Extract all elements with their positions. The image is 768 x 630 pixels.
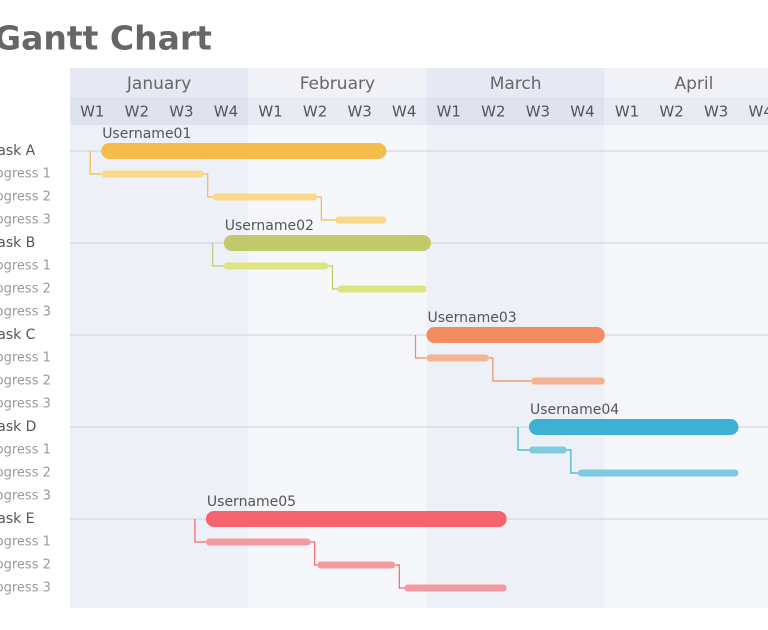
task-bar [528, 419, 739, 435]
owner-label: Username04 [530, 402, 619, 418]
task-label: Task A [0, 143, 36, 159]
week-label: W4 [392, 103, 416, 121]
week-label: W4 [749, 103, 768, 121]
task-bar [426, 327, 605, 343]
week-label: W1 [258, 103, 282, 121]
progress-bar [337, 285, 427, 293]
progress-bar [212, 193, 318, 201]
owner-label: Username05 [207, 494, 296, 510]
connector [414, 335, 427, 359]
week-label: W1 [437, 103, 461, 121]
week-label: W4 [570, 103, 594, 121]
week-label: W2 [125, 103, 149, 121]
progress-label: Progress 2 [0, 374, 51, 389]
connector [566, 449, 579, 474]
progress-bar [528, 446, 567, 454]
month-column [70, 125, 249, 608]
connector [203, 173, 213, 198]
progress-bar [317, 561, 396, 569]
owner-label: Username01 [102, 126, 191, 142]
month-column [248, 125, 427, 608]
progress-label: Progress 2 [0, 466, 51, 481]
progress-label: Progress 3 [0, 305, 51, 320]
task-label: Task B [0, 235, 35, 251]
connector [488, 357, 532, 382]
progress-bar [426, 354, 489, 362]
month-label: March [490, 74, 542, 94]
connector [89, 151, 102, 175]
month-header [604, 68, 768, 97]
connector [212, 243, 224, 267]
month-header [248, 68, 427, 97]
progress-label: Progress 2 [0, 190, 51, 205]
week-label: W3 [169, 103, 193, 121]
week-header [248, 97, 427, 125]
task-label: Task D [0, 419, 36, 435]
month-column [426, 125, 605, 608]
progress-bar [404, 584, 507, 592]
week-label: W1 [615, 103, 639, 121]
week-label: W1 [80, 103, 104, 121]
progress-bar [531, 377, 605, 385]
week-label: W3 [704, 103, 728, 121]
task-bar [223, 235, 431, 251]
connector [194, 519, 206, 543]
progress-bar [578, 469, 739, 477]
progress-label: Progress 3 [0, 489, 51, 504]
task-label: Task E [0, 511, 35, 527]
week-header [426, 97, 605, 125]
connector [328, 265, 338, 290]
week-header [70, 97, 249, 125]
week-label: W3 [347, 103, 371, 121]
progress-label: Progress 1 [0, 443, 51, 458]
month-label: January [126, 74, 191, 94]
task-bar [101, 143, 387, 159]
progress-bar [101, 170, 204, 178]
week-label: W2 [481, 103, 505, 121]
month-label: February [300, 74, 375, 94]
progress-bar [205, 538, 311, 546]
task-bar [205, 511, 507, 527]
month-header [426, 68, 605, 97]
owner-label: Username02 [225, 218, 314, 234]
progress-label: Progress 3 [0, 213, 51, 228]
connector [395, 564, 405, 589]
month-column [604, 125, 768, 608]
progress-label: Progress 1 [0, 167, 51, 182]
month-label: April [674, 74, 713, 94]
progress-bar [335, 216, 387, 224]
owner-label: Username03 [428, 310, 517, 326]
week-label: W4 [214, 103, 238, 121]
month-header [70, 68, 249, 97]
connector [317, 196, 336, 221]
progress-label: Progress 1 [0, 351, 51, 366]
chart-title: Gantt Chart [0, 19, 212, 58]
connector [310, 541, 318, 566]
progress-bar [223, 262, 329, 270]
week-label: W2 [659, 103, 683, 121]
progress-label: Progress 3 [0, 397, 51, 412]
progress-label: Progress 2 [0, 282, 51, 297]
progress-label: Progress 1 [0, 535, 51, 550]
week-label: W2 [303, 103, 327, 121]
week-header [604, 97, 768, 125]
connector [517, 427, 529, 451]
task-label: Task C [0, 327, 36, 343]
progress-label: Progress 1 [0, 259, 51, 274]
week-label: W3 [526, 103, 550, 121]
progress-label: Progress 3 [0, 581, 51, 596]
progress-label: Progress 2 [0, 558, 51, 573]
